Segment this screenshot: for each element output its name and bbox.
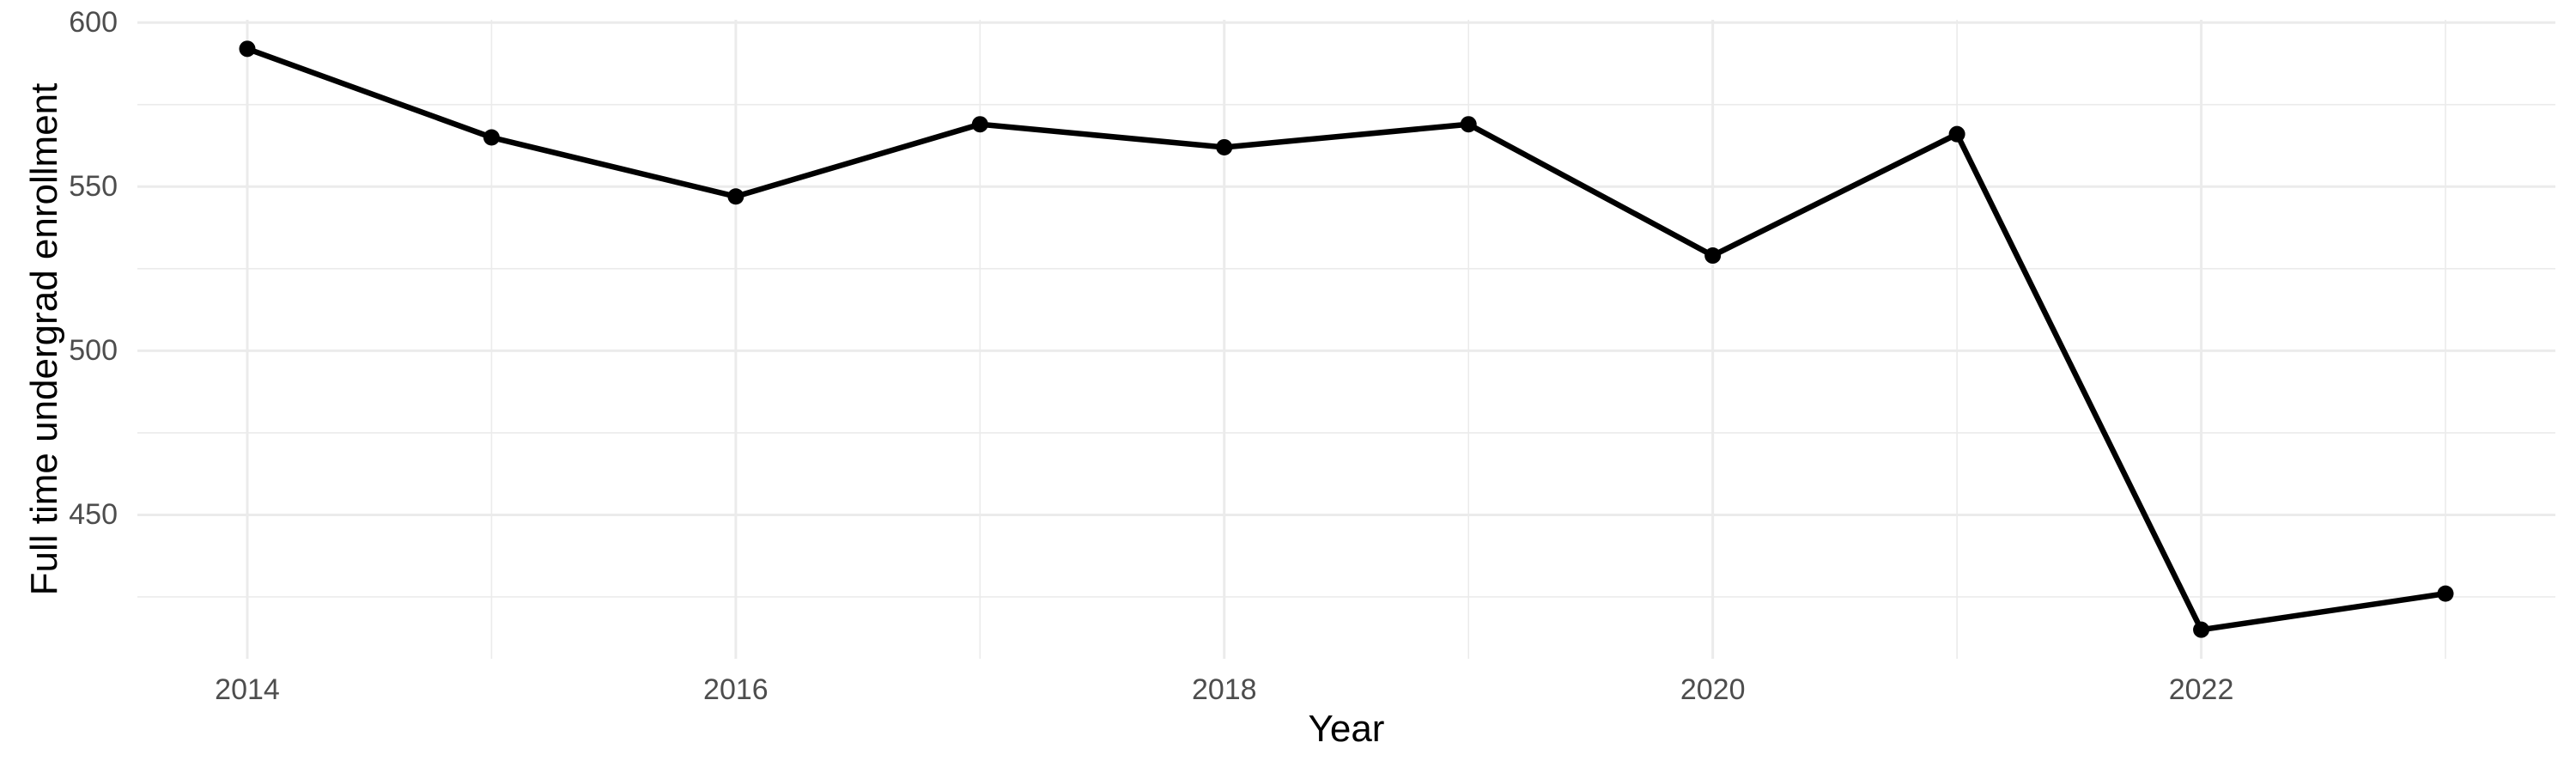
data-point-2017 [971,116,988,133]
data-point-2021 [1948,125,1965,143]
x-axis-title: Year [1308,708,1385,750]
data-point-2018 [1216,138,1233,155]
data-point-2014 [239,40,256,58]
data-point-2016 [727,188,744,205]
data-point-2022 [2193,621,2210,638]
enrollment-series-line [246,46,2446,633]
data-point-2023 [2437,585,2454,602]
y-axis-title: Full time undergrad enrollment [23,82,65,596]
data-point-2015 [483,129,500,146]
data-point-2019 [1460,116,1477,133]
data-point-2020 [1704,247,1722,265]
